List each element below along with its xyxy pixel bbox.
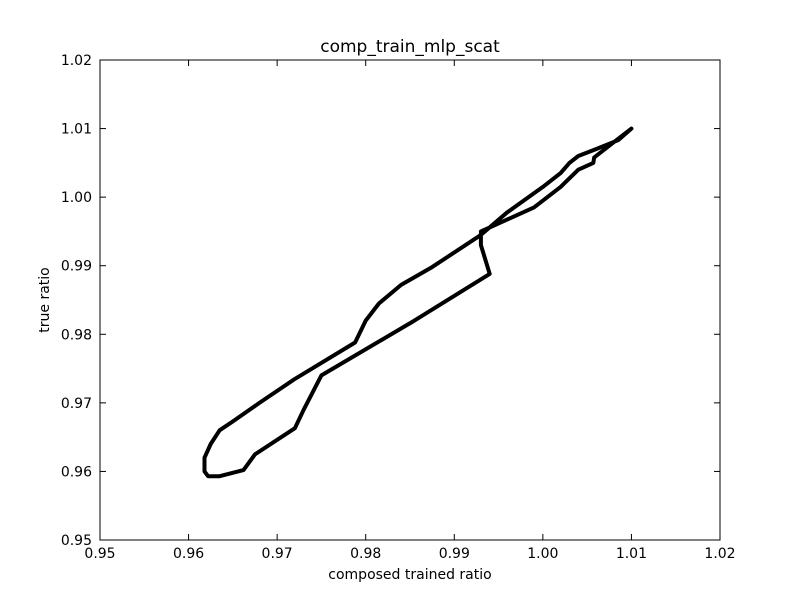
series-line [202, 126, 634, 479]
x-tick-label: 0.97 [262, 546, 293, 562]
x-tick-label: 0.98 [350, 546, 381, 562]
y-tick-label: 0.99 [61, 259, 92, 275]
x-tick-label: 1.00 [527, 546, 558, 562]
x-tick-label: 0.95 [84, 546, 115, 562]
y-tick-label: 0.98 [61, 327, 92, 343]
chart-title: comp_train_mlp_scat [320, 37, 500, 57]
y-tick-label: 1.01 [61, 122, 92, 138]
x-tick-label: 0.99 [439, 546, 470, 562]
y-tick-label: 0.97 [61, 396, 92, 412]
x-axis-title: composed trained ratio [328, 567, 491, 583]
x-tick-label: 0.96 [173, 546, 204, 562]
x-tick-label: 1.02 [704, 546, 735, 562]
axis-ticks [99, 59, 721, 541]
y-axis-title: true ratio [37, 267, 53, 332]
x-tick-label: 1.01 [616, 546, 647, 562]
y-tick-label: 0.95 [61, 533, 92, 549]
y-tick-label: 1.00 [61, 190, 92, 206]
y-tick-label: 0.96 [61, 464, 92, 480]
x-axis-tick-labels: 0.95 0.96 0.97 0.98 0.99 1.00 1.01 1.02 [84, 546, 735, 562]
y-tick-label: 1.02 [61, 53, 92, 69]
plot-area: 0.95 0.96 0.97 0.98 0.99 1.00 1.01 1.02 0.950.9… [61, 53, 736, 562]
y-axis-tick-labels: 0.95 0.96 0.97 0.98 0.99 1.00 1.01 1.02 [61, 53, 92, 549]
